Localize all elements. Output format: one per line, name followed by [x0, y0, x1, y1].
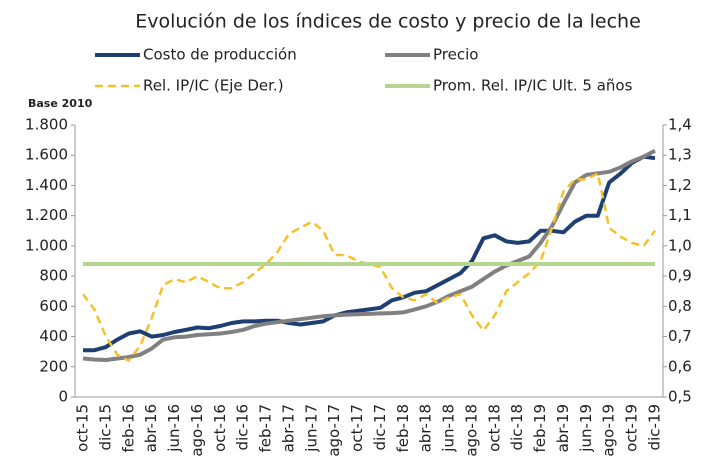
y2-tick-label: 0,9 [668, 267, 692, 285]
legend-label: Prom. Rel. IP/IC Ult. 5 años [433, 77, 633, 95]
legend-label: Costo de producción [143, 46, 297, 64]
x-tick-label: jun-16 [165, 404, 183, 453]
y-tick-label: 800 [39, 267, 68, 285]
legend-label: Rel. IP/IC (Eje Der.) [143, 77, 284, 95]
x-tick-label: feb-19 [531, 404, 549, 453]
x-tick-label: feb-18 [394, 404, 412, 453]
x-tick-label: oct-18 [485, 404, 503, 452]
series-line [83, 154, 656, 353]
series-line [82, 148, 656, 362]
x-tick-label: abr-17 [279, 404, 297, 452]
y-tick-label: 200 [39, 357, 68, 375]
x-tick-label: dic-18 [508, 404, 526, 450]
legend-label: Precio [433, 46, 478, 64]
y2-tick-label: 0,7 [668, 327, 692, 345]
y2-tick-label: 1,3 [668, 146, 692, 164]
y-tick-label: 1.600 [25, 146, 68, 164]
y-tick-label: 1.400 [25, 176, 68, 194]
x-tick-label: abr-16 [142, 404, 160, 452]
x-tick-label: oct-16 [211, 404, 229, 452]
x-tick-label: ago-17 [325, 404, 343, 457]
x-tick-label: oct-15 [74, 404, 92, 452]
y-tick-label: 400 [39, 327, 68, 345]
series-line [82, 172, 656, 362]
y2-tick-label: 0,8 [668, 297, 692, 315]
x-tick-label: feb-16 [119, 404, 137, 453]
x-tick-label: oct-19 [623, 404, 641, 452]
x-tick-label: dic-16 [234, 404, 252, 450]
x-tick-label: ago-18 [462, 404, 480, 457]
x-tick-label: jun-17 [302, 404, 320, 453]
y2-tick-label: 1,1 [668, 206, 692, 224]
y-tick-label: 0 [58, 388, 68, 406]
y-tick-label: 600 [39, 297, 68, 315]
y2-tick-label: 1,4 [668, 116, 692, 134]
x-tick-label: abr-18 [417, 404, 435, 452]
x-tick-label: dic-17 [371, 404, 389, 450]
y2-tick-label: 1,0 [668, 236, 692, 254]
x-tick-label: jun-19 [577, 404, 595, 453]
y-axis-label: Base 2010 [28, 97, 93, 110]
y-tick-label: 1.000 [25, 236, 68, 254]
x-tick-label: abr-19 [554, 404, 572, 452]
y2-tick-label: 0,5 [668, 388, 692, 406]
x-tick-label: ago-16 [188, 404, 206, 457]
x-tick-label: oct-17 [348, 404, 366, 452]
y-tick-label: 1.800 [25, 116, 68, 134]
x-tick-label: dic-19 [646, 404, 664, 450]
y2-tick-label: 0,6 [668, 357, 692, 375]
chart-title: Evolución de los índices de costo y prec… [135, 11, 641, 33]
x-tick-label: ago-19 [600, 404, 618, 457]
x-tick-label: dic-15 [96, 404, 114, 450]
y-tick-label: 1.200 [25, 206, 68, 224]
x-tick-label: feb-17 [257, 404, 275, 453]
y2-tick-label: 1,2 [668, 176, 692, 194]
x-tick-label: jun-18 [440, 404, 458, 453]
